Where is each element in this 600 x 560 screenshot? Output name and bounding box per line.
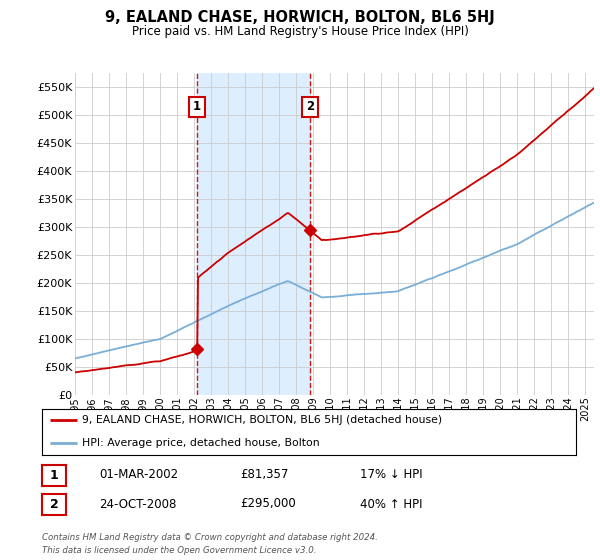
- Text: Price paid vs. HM Land Registry's House Price Index (HPI): Price paid vs. HM Land Registry's House …: [131, 25, 469, 38]
- Text: 9, EALAND CHASE, HORWICH, BOLTON, BL6 5HJ: 9, EALAND CHASE, HORWICH, BOLTON, BL6 5H…: [105, 10, 495, 25]
- Text: HPI: Average price, detached house, Bolton: HPI: Average price, detached house, Bolt…: [82, 438, 320, 448]
- Text: £81,357: £81,357: [240, 468, 289, 482]
- Text: 9, EALAND CHASE, HORWICH, BOLTON, BL6 5HJ (detached house): 9, EALAND CHASE, HORWICH, BOLTON, BL6 5H…: [82, 416, 442, 425]
- Bar: [197, 73, 310, 395]
- Text: 40% ↑ HPI: 40% ↑ HPI: [360, 497, 422, 511]
- Text: 1: 1: [193, 100, 201, 113]
- Text: 1: 1: [50, 469, 58, 482]
- Text: £295,000: £295,000: [240, 497, 296, 511]
- Text: Contains HM Land Registry data © Crown copyright and database right 2024.
This d: Contains HM Land Registry data © Crown c…: [42, 533, 378, 554]
- Text: 17% ↓ HPI: 17% ↓ HPI: [360, 468, 422, 482]
- Text: 24-OCT-2008: 24-OCT-2008: [99, 497, 176, 511]
- Text: 2: 2: [306, 100, 314, 113]
- Text: 01-MAR-2002: 01-MAR-2002: [99, 468, 178, 482]
- Text: 2: 2: [50, 498, 58, 511]
